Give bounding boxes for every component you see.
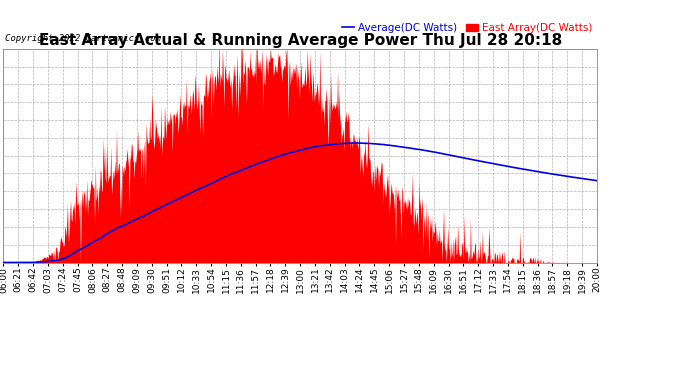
Legend: Average(DC Watts), East Array(DC Watts): Average(DC Watts), East Array(DC Watts) (337, 19, 597, 37)
Title: East Array Actual & Running Average Power Thu Jul 28 20:18: East Array Actual & Running Average Powe… (39, 33, 562, 48)
Text: Copyright 2022 Cartronics.com: Copyright 2022 Cartronics.com (5, 34, 161, 43)
